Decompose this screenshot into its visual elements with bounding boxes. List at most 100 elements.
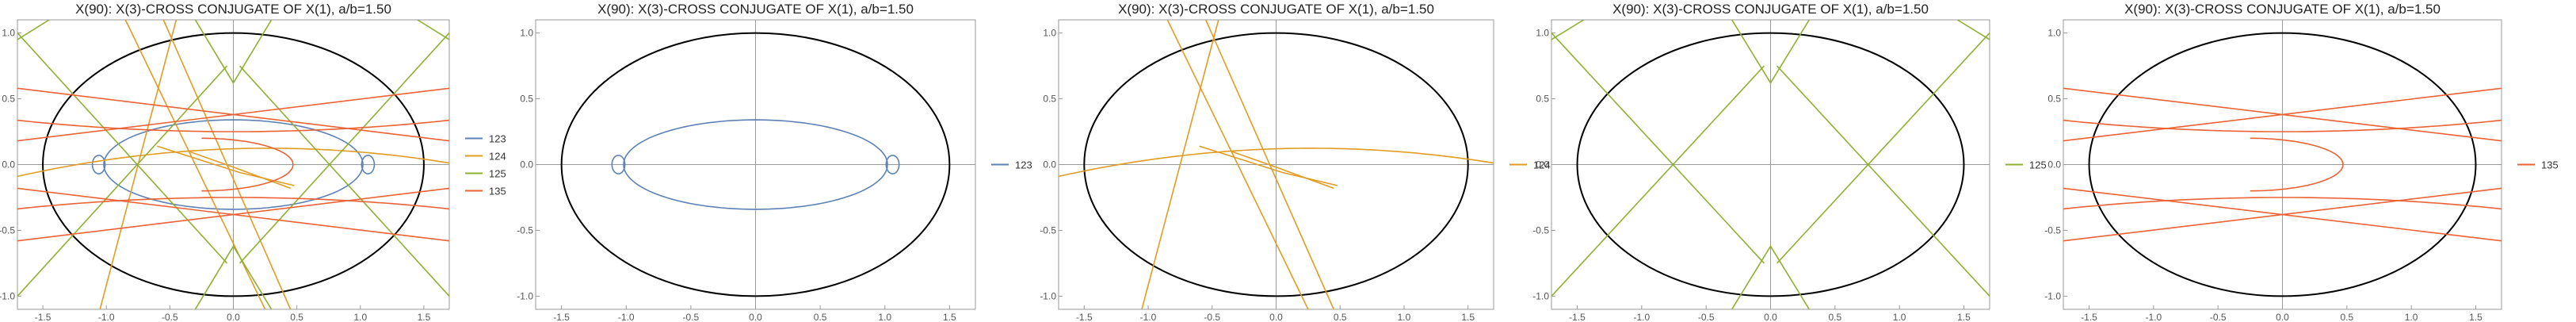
x-tick-label: -1.0 <box>1634 312 1651 322</box>
y-tick-label: -0.5 <box>1532 224 1549 236</box>
series-curve <box>17 20 50 40</box>
y-tick-label: 0.5 <box>520 94 533 105</box>
y-tick-label: 0.5 <box>1536 94 1549 105</box>
series-curve <box>17 87 449 142</box>
reference-ellipse <box>2088 32 2477 297</box>
series-curve <box>1141 20 1219 309</box>
chart-panel-1: X(90): X(3)-CROSS CONJUGATE OF X(1), a/b… <box>0 2 506 322</box>
y-tick-label: 1.0 <box>1043 28 1056 39</box>
legend-label: 124 <box>1533 159 1551 171</box>
series-curve <box>239 65 449 297</box>
legend-item: 123 <box>991 159 1032 171</box>
y-tick-label: -1.0 <box>1532 290 1549 301</box>
chart-title: X(90): X(3)-CROSS CONJUGATE OF X(1), a/b… <box>75 2 391 17</box>
y-tick-label: 0.0 <box>1536 159 1549 171</box>
x-tick-label: -1.0 <box>618 312 635 322</box>
y-tick-label: -1.0 <box>0 290 15 301</box>
series-curve <box>1551 20 1585 40</box>
series-curve <box>1166 20 1309 309</box>
x-tick-label: -1.5 <box>2081 312 2097 322</box>
series-curve <box>361 155 376 174</box>
y-tick-label: -1.0 <box>1040 290 1056 301</box>
series-curve <box>91 155 106 174</box>
series-curve <box>417 20 449 40</box>
series-curve <box>17 119 449 132</box>
series-curve <box>157 145 295 186</box>
y-tick-label: 1.0 <box>2047 28 2061 39</box>
x-tick-label: 0.5 <box>1334 312 1347 322</box>
chart-title: X(90): X(3)-CROSS CONJUGATE OF X(1), a/b… <box>2124 2 2441 17</box>
legend-label: 123 <box>1015 159 1032 171</box>
chart-panel-2: X(90): X(3)-CROSS CONJUGATE OF X(1), a/b… <box>517 2 1032 322</box>
x-tick-label: 1.5 <box>943 312 956 322</box>
series-125 <box>17 20 449 309</box>
x-tick-label: 1.0 <box>1398 312 1411 322</box>
x-tick-label: -0.5 <box>683 312 700 322</box>
series-curve <box>1776 65 1990 297</box>
series-curve <box>17 33 228 264</box>
y-tick-label: -0.5 <box>1040 224 1056 236</box>
y-tick-label: 0.5 <box>2 94 15 105</box>
x-tick-label: 0.5 <box>814 312 827 322</box>
x-tick-label: 0.0 <box>227 312 240 322</box>
series-curve <box>1731 20 1810 85</box>
x-tick-label: 1.0 <box>1893 312 1906 322</box>
series-curve <box>2063 197 2502 210</box>
legend-label: 125 <box>489 168 506 180</box>
y-tick-label: 1.0 <box>2 28 15 39</box>
series-curve <box>1731 244 1810 309</box>
x-tick-label: -1.0 <box>98 312 115 322</box>
legend-label: 125 <box>2029 159 2047 171</box>
legend-label: 123 <box>489 133 506 145</box>
series-123 <box>91 119 376 210</box>
series-123 <box>611 119 900 210</box>
reference-ellipse <box>42 32 425 297</box>
x-tick-label: -1.0 <box>2146 312 2162 322</box>
y-tick-label: 0.5 <box>2047 94 2061 105</box>
legend-item: 124 <box>1509 159 1551 171</box>
legend-label: 124 <box>489 151 506 163</box>
chart-panel-4: X(90): X(3)-CROSS CONJUGATE OF X(1), a/b… <box>1532 2 2046 322</box>
series-curve <box>885 155 900 174</box>
y-tick-label: 1.0 <box>1536 28 1549 39</box>
series-135 <box>17 87 449 242</box>
x-tick-label: 0.5 <box>1828 312 1841 322</box>
x-tick-label: 0.0 <box>2276 312 2289 322</box>
legend-item: 123 <box>465 133 506 145</box>
x-tick-label: -1.5 <box>1569 312 1586 322</box>
x-tick-label: 1.0 <box>878 312 891 322</box>
y-tick-label: -0.5 <box>0 224 15 236</box>
legend-label: 135 <box>489 186 506 197</box>
x-tick-label: -1.5 <box>1076 312 1093 322</box>
legend-item: 135 <box>465 186 506 197</box>
y-tick-label: 0.0 <box>2047 159 2061 171</box>
series-curve <box>1231 151 1334 190</box>
reference-ellipse <box>560 32 951 297</box>
series-curve <box>194 244 273 309</box>
y-tick-label: 0.5 <box>1043 94 1056 105</box>
series-125 <box>1551 20 1990 309</box>
y-tick-label: 1.0 <box>520 28 533 39</box>
x-tick-label: -1.5 <box>35 312 52 322</box>
x-tick-label: 0.5 <box>2340 312 2353 322</box>
series-curve <box>17 65 228 297</box>
series-curve <box>2250 137 2344 192</box>
x-tick-label: 0.0 <box>749 312 762 322</box>
legend-item: 125 <box>2005 159 2047 171</box>
reference-ellipse <box>1083 32 1469 297</box>
chart-panel-3: X(90): X(3)-CROSS CONJUGATE OF X(1), a/b… <box>1040 2 1550 322</box>
y-tick-label: 0.0 <box>1043 159 1056 171</box>
y-tick-label: -0.5 <box>517 224 533 236</box>
series-curve <box>1551 65 1765 297</box>
series-curve <box>1956 20 1990 40</box>
series-curve <box>2063 187 2502 242</box>
y-tick-label: -1.0 <box>517 290 533 301</box>
series-curve <box>17 148 449 178</box>
x-tick-label: 1.5 <box>2469 312 2483 322</box>
x-tick-label: -1.5 <box>553 312 570 322</box>
legend-item: 135 <box>2517 159 2559 171</box>
series-curve <box>17 187 449 242</box>
x-tick-label: -0.5 <box>2210 312 2227 322</box>
x-tick-label: -0.5 <box>1698 312 1715 322</box>
